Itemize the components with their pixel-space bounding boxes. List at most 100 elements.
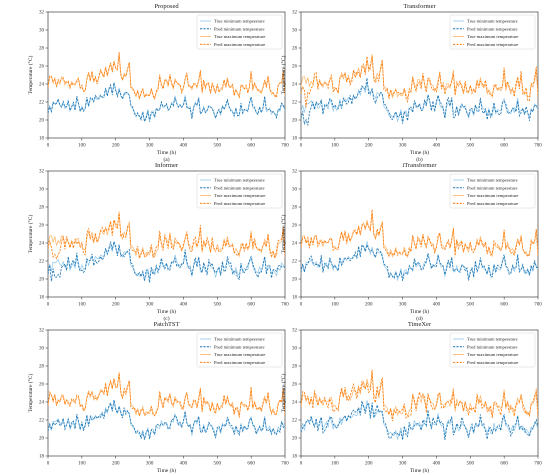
y-tick-label: 20 — [292, 119, 298, 124]
y-tick-label: 24 — [292, 401, 298, 406]
x-tick-label: 0 — [47, 144, 50, 149]
series-line-pred-max — [48, 373, 285, 418]
legend-label: True maximum temperature — [467, 352, 518, 357]
legend-label: Pred minimum temperature — [214, 344, 265, 349]
subplot-informer: Informer 18 20 22 24 26 28 30 32 0 100 200 300 400 500… — [27, 162, 289, 322]
y-tick-label: 28 — [39, 206, 45, 211]
x-tick-label: 700 — [281, 303, 289, 308]
y-tick-label: 20 — [292, 278, 298, 283]
plot-frame — [47, 329, 286, 457]
series-line-pred-min — [48, 240, 285, 283]
y-tick-label: 26 — [292, 224, 298, 229]
x-tick-label: 100 — [331, 303, 339, 308]
x-tick-label: 400 — [433, 462, 441, 467]
y-tick-label: 18 — [39, 137, 45, 142]
x-tick-label: 700 — [534, 462, 542, 467]
y-tick-label: 28 — [292, 47, 298, 52]
y-tick-label: 32 — [39, 11, 45, 16]
x-tick-label: 200 — [112, 462, 120, 467]
y-tick-label: 20 — [39, 278, 45, 283]
x-tick-label: 500 — [214, 462, 222, 467]
subplot-itransformer: iTransformer 18 20 22 24 26 28 30 32 0 100 200 300 40… — [280, 162, 542, 322]
legend-box — [196, 14, 283, 50]
legend-box — [196, 332, 283, 368]
x-tick-label: 700 — [534, 303, 542, 308]
x-tick-label: 500 — [214, 303, 222, 308]
x-tick-label: 600 — [500, 144, 508, 149]
x-tick-label: 600 — [247, 144, 255, 149]
subplot-patchtst: PatchTST 18 20 22 24 26 28 30 32 0 100 200 300 400 500… — [27, 321, 289, 475]
y-tick-label: 30 — [292, 29, 298, 34]
x-axis-label: Time (h) — [410, 467, 429, 474]
y-tick-label: 32 — [39, 170, 45, 175]
x-axis-label: Time (h) — [410, 149, 429, 156]
x-tick-label: 100 — [331, 462, 339, 467]
y-tick-label: 26 — [39, 224, 45, 229]
x-tick-label: 400 — [180, 303, 188, 308]
y-tick-label: 30 — [39, 188, 45, 193]
subplot-title: iTransformer — [402, 162, 437, 169]
x-tick-label: 0 — [47, 462, 50, 467]
y-tick-label: 26 — [39, 65, 45, 70]
x-tick-label: 400 — [433, 303, 441, 308]
y-tick-label: 30 — [292, 347, 298, 352]
legend-label: Pred maximum temperature — [214, 42, 265, 47]
y-tick-label: 30 — [292, 188, 298, 193]
legend-label: True maximum temperature — [214, 352, 265, 357]
y-tick-label: 22 — [39, 419, 45, 424]
x-tick-label: 200 — [365, 462, 373, 467]
legend-label: Pred minimum temperature — [467, 26, 518, 31]
y-tick-label: 22 — [39, 101, 45, 106]
x-tick-label: 600 — [247, 462, 255, 467]
y-tick-label: 28 — [292, 365, 298, 370]
subplot-caption: (d) — [416, 315, 423, 322]
series-line-pred-min — [48, 399, 285, 440]
x-tick-label: 300 — [399, 144, 407, 149]
y-tick-label: 24 — [292, 242, 298, 247]
x-tick-label: 700 — [281, 462, 289, 467]
legend-label: Pred maximum temperature — [214, 360, 265, 365]
legend-label: Pred minimum temperature — [467, 344, 518, 349]
subplot-transformer: Transformer 18 20 22 24 26 28 30 32 0 100 200 300 400… — [280, 3, 542, 163]
series-line-pred-min — [301, 400, 538, 441]
y-tick-label: 26 — [39, 383, 45, 388]
legend-label: Pred minimum temperature — [214, 185, 265, 190]
x-tick-label: 500 — [467, 144, 475, 149]
legend-label: Pred minimum temperature — [214, 26, 265, 31]
series-line-true-min — [48, 241, 285, 282]
series-line-true-max — [48, 53, 285, 100]
series-line-pred-max — [301, 209, 538, 258]
x-tick-label: 300 — [146, 144, 154, 149]
legend-label: Pred minimum temperature — [467, 185, 518, 190]
x-axis-label: Time (h) — [157, 149, 176, 156]
y-tick-label: 28 — [39, 365, 45, 370]
y-tick-label: 32 — [292, 329, 298, 334]
series-line-true-max — [48, 212, 285, 259]
y-tick-label: 30 — [39, 29, 45, 34]
y-tick-label: 24 — [39, 83, 45, 88]
y-tick-label: 22 — [292, 419, 298, 424]
plot-frame — [300, 170, 539, 298]
x-axis-label: Time (h) — [410, 308, 429, 315]
series-line-true-min — [301, 241, 538, 282]
y-tick-label: 22 — [292, 101, 298, 106]
plot-frame — [47, 11, 286, 139]
y-axis-label: Temperature (°C) — [27, 215, 34, 254]
x-tick-label: 600 — [500, 303, 508, 308]
y-tick-label: 30 — [39, 347, 45, 352]
y-tick-label: 20 — [292, 437, 298, 442]
series-line-pred-max — [301, 369, 538, 422]
x-tick-label: 100 — [78, 144, 86, 149]
y-tick-label: 20 — [39, 119, 45, 124]
series-line-true-max — [301, 53, 538, 100]
series-line-true-max — [301, 212, 538, 259]
legend-label: True minimum temperature — [467, 178, 518, 183]
x-tick-label: 0 — [300, 303, 303, 308]
series-line-true-max — [301, 371, 538, 418]
x-tick-label: 400 — [180, 144, 188, 149]
x-tick-label: 300 — [146, 462, 154, 467]
x-tick-label: 100 — [78, 462, 86, 467]
legend-box — [196, 173, 283, 209]
y-tick-label: 32 — [39, 329, 45, 334]
